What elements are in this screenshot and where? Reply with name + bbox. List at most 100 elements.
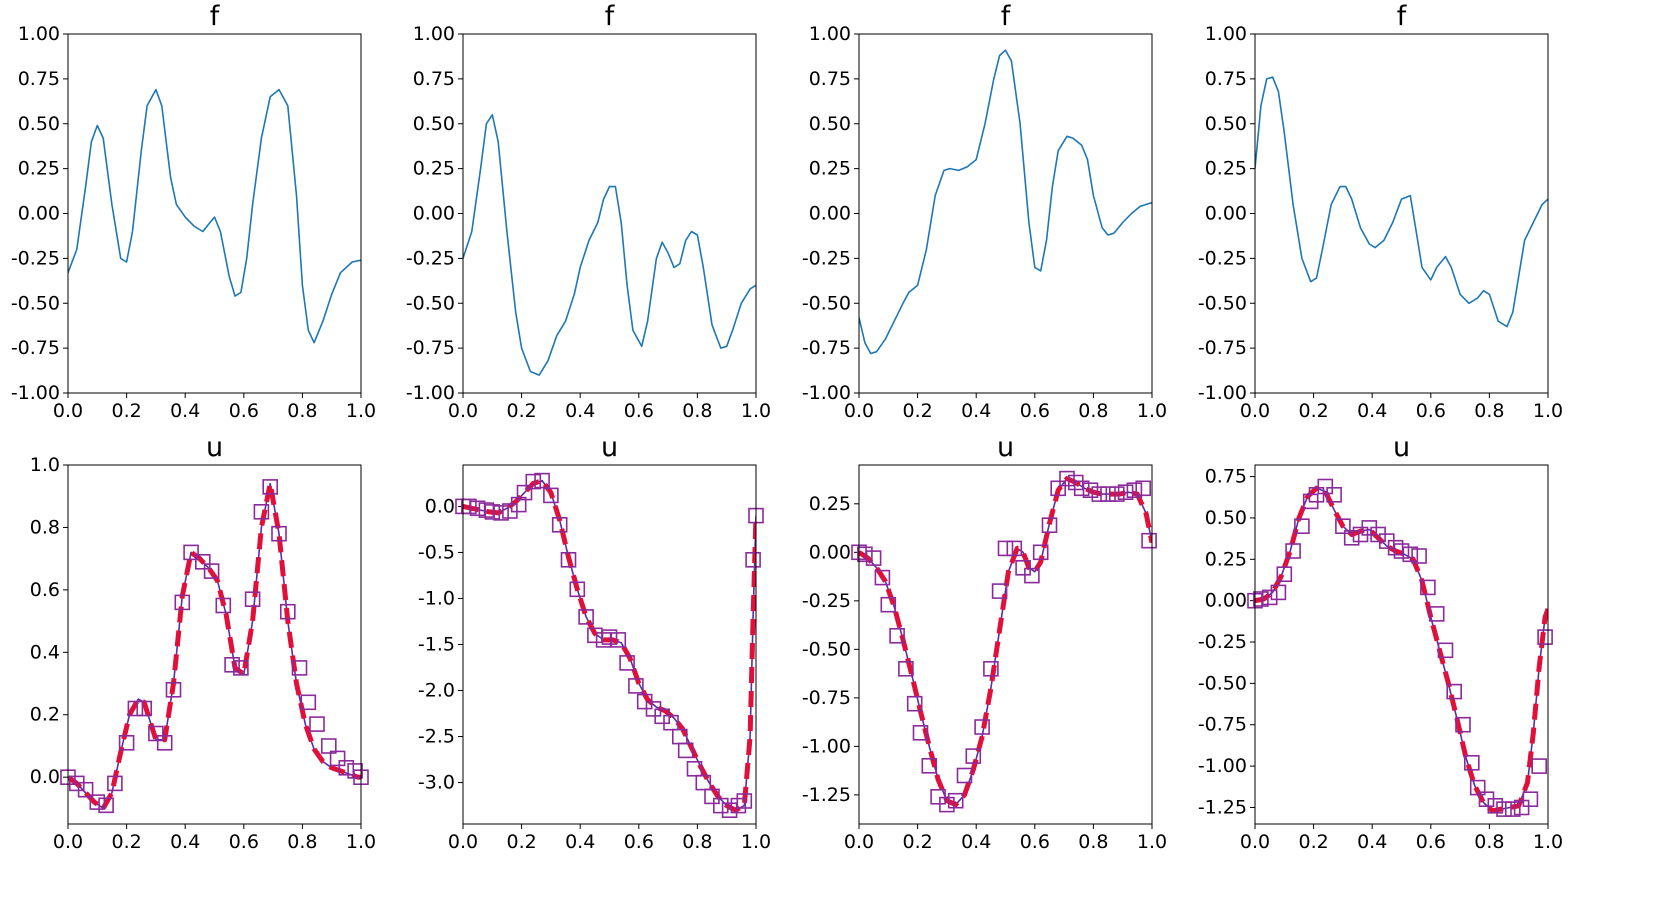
subplot-title: f	[605, 1, 616, 32]
u-sample-marker	[906, 695, 923, 712]
u-sample-marker	[543, 487, 559, 504]
u-sample-marker	[1109, 486, 1125, 502]
y-tick-label: -0.75	[11, 337, 60, 359]
y-tick-label: 1.00	[809, 23, 851, 45]
y-tick-label: -0.50	[406, 292, 455, 314]
u-sample-marker	[118, 734, 135, 751]
u-sample-marker	[233, 660, 249, 676]
x-tick-label: 0.6	[624, 400, 654, 422]
x-tick-label: 0.0	[53, 400, 83, 422]
x-tick-label: 0.4	[170, 400, 200, 422]
y-tick-label: 0.6	[30, 579, 60, 601]
y-tick-label: -0.75	[1198, 337, 1247, 359]
y-tick-label: 0.50	[1205, 507, 1247, 529]
subplot-u-2: u 0.0 0.2 0.4 0.6 0.8 1.0 0.0 -0.5 -1.0 -1.5 -2.0 -2…	[418, 432, 771, 853]
x-tick-label: 0.8	[1078, 831, 1108, 853]
u-sample-marker	[1041, 517, 1058, 534]
u-sample-marker	[1276, 566, 1293, 583]
y-tick-label: 0.25	[1205, 548, 1247, 570]
axes-frame	[67, 33, 362, 394]
y-tick-label: -1.00	[802, 382, 851, 404]
y-tick-label: 0.4	[30, 641, 60, 663]
x-tick-label: 1.0	[346, 831, 376, 853]
u-sample-marker	[1505, 801, 1521, 817]
axes-frame	[462, 464, 757, 825]
u-sample-marker	[215, 597, 232, 614]
u-sample-marker	[704, 788, 720, 805]
x-tick-label: 0.6	[624, 831, 654, 853]
u-sample-marker	[98, 797, 114, 814]
u-sample-marker	[889, 627, 905, 644]
y-tick-label: 0.25	[1205, 158, 1247, 180]
y-tick-label: 1.00	[18, 23, 60, 45]
u-exact-curve	[1255, 487, 1548, 812]
y-tick-label: -0.50	[1198, 292, 1247, 314]
u-sample-marker	[745, 551, 761, 568]
subplot-u-3: u 0.0 0.2 0.4 0.6 0.8 1.0 0.25 0.00 -0.25 -0.50 -0.…	[802, 432, 1167, 853]
u-sample-marker	[578, 609, 594, 625]
u-sample-marker	[1006, 540, 1023, 557]
subplot-f-1: f 0.0 0.2 0.4 0.6 0.8 1.0 1.00 0.75 0.50 0.25 0.00 -…	[11, 1, 376, 422]
f-curve	[1255, 76, 1548, 328]
y-tick-label: -0.50	[802, 292, 851, 314]
y-tick-label: 0.00	[1205, 203, 1247, 225]
u-sample-marker	[77, 781, 94, 798]
u-sample-marker	[628, 678, 644, 694]
u-sample-marker	[1024, 567, 1040, 584]
y-tick-label: 0.00	[413, 203, 455, 225]
x-tick-label: 1.0	[1137, 400, 1167, 422]
axes-frame	[858, 33, 1153, 394]
f-curve	[859, 49, 1152, 355]
u-sample-marker	[107, 775, 123, 792]
u-sample-marker	[619, 655, 635, 671]
y-tick-label: -0.50	[802, 638, 851, 660]
x-tick-label: 0.2	[506, 831, 536, 853]
y-tick-label: -0.50	[1198, 672, 1247, 694]
u-sample-marker	[898, 660, 914, 677]
u-sample-marker	[534, 472, 550, 489]
x-tick-label: 0.6	[1020, 831, 1050, 853]
u-sample-marker	[1446, 683, 1462, 700]
u-sample-marker	[1285, 543, 1301, 559]
plot-area	[463, 114, 756, 376]
u-sample-marker	[569, 581, 586, 598]
u-sample-marker	[253, 503, 270, 520]
u-sample-marker	[1091, 486, 1108, 502]
y-tick-label: -1.25	[802, 784, 851, 806]
axes-frame	[858, 464, 1153, 825]
x-tick-label: 1.0	[1137, 831, 1167, 853]
u-sample-marker	[677, 742, 694, 759]
y-tick-label: 0.50	[1205, 113, 1247, 135]
u-sample-marker	[127, 700, 144, 717]
u-sample-marker	[1117, 484, 1134, 501]
u-sample-marker	[551, 516, 568, 533]
y-tick-label: -0.50	[11, 292, 60, 314]
x-tick-label: 0.8	[682, 831, 712, 853]
u-sample-marker	[912, 724, 929, 741]
u-sample-marker	[1032, 544, 1049, 561]
u-sample-marker	[1073, 480, 1090, 497]
f-curve	[68, 88, 361, 344]
u-exact-curve	[463, 479, 756, 812]
x-tick-label: 0.0	[1240, 400, 1270, 422]
subplot-title: f	[1001, 1, 1012, 32]
y-tick-label: 0.00	[1205, 590, 1247, 612]
u-sample-marker	[279, 603, 296, 620]
x-tick-label: 0.6	[229, 400, 259, 422]
y-tick-label: 0.00	[809, 203, 851, 225]
u-sample-marker	[1437, 642, 1454, 659]
x-tick-label: 0.2	[902, 831, 932, 853]
axes-frame	[462, 33, 757, 394]
subplot-u-4: u 0.0 0.2 0.4 0.6 0.8 1.0 0.75 0.50 0.25 0.00 -0.25…	[1198, 432, 1563, 853]
u-sample-marker	[1537, 629, 1553, 645]
u-sample-marker	[1270, 584, 1287, 601]
u-sample-marker	[1420, 579, 1436, 596]
u-sample-marker	[736, 793, 753, 809]
x-tick-label: 0.6	[1020, 400, 1050, 422]
y-tick-label: 1.00	[413, 23, 455, 45]
y-tick-label: -1.5	[418, 634, 455, 656]
x-tick-label: 0.0	[53, 831, 83, 853]
u-sample-marker	[203, 563, 220, 579]
u-sample-marker	[1402, 546, 1419, 563]
x-tick-label: 0.4	[961, 400, 991, 422]
